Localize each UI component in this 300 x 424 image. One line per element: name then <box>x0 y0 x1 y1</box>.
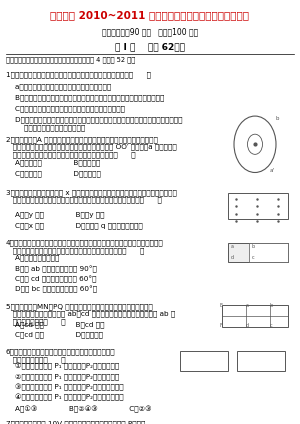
Bar <box>249 243 288 262</box>
Text: E: E <box>219 303 222 308</box>
Text: b: b <box>276 116 280 121</box>
Text: C．cd 左滑              D．无法确定: C．cd 左滑 D．无法确定 <box>6 332 103 338</box>
Text: A．cd 有流              B．cd 不动: A．cd 有流 B．cd 不动 <box>6 321 104 328</box>
Text: 4．如图所示，开始时矩形线圈与匀强磁场的方向面垂直，且一半在磁场内，一半
   在磁场外，对下列哪种运动不能使线圈中产生感应电流：（      ）: 4．如图所示，开始时矩形线圈与匀强磁场的方向面垂直，且一半在磁场内，一半 在磁场… <box>6 240 164 254</box>
Text: B．以 ab 边为轴转动（小于 90°）: B．以 ab 边为轴转动（小于 90°） <box>6 265 97 273</box>
Text: C．电场线是一族不闭合曲线，而磁感线是一族闭合曲线: C．电场线是一族不闭合曲线，而磁感线是一族闭合曲线 <box>6 106 125 112</box>
Text: B．磁场中两条磁场线，一定不相交，但在复杂电场中的电场线是可以相交的: B．磁场中两条磁场线，一定不相交，但在复杂电场中的电场线是可以相交的 <box>6 94 164 101</box>
Text: A．①③              B．②④③              C．②③: A．①③ B．②④③ C．②③ <box>6 405 152 413</box>
Text: C．水平向左              D．水平向外: C．水平向左 D．水平向外 <box>6 171 101 178</box>
Bar <box>228 193 288 219</box>
Text: 1．下列关于静电场的电场线和磁场线描述的说法中，正确的是（      ）: 1．下列关于静电场的电场线和磁场线描述的说法中，正确的是（ ） <box>6 72 151 78</box>
Text: ③断开开关时，灯 P₁ 立刻熄灭，P₂缓慢一会儿熄灭: ③断开开关时，灯 P₁ 立刻熄灭，P₂缓慢一会儿熄灭 <box>6 384 124 391</box>
Bar <box>237 351 285 371</box>
Text: 6．右图中两个电路是研究自感现象的电路，对实验结果
   的描述正确的是（      ）: 6．右图中两个电路是研究自感现象的电路，对实验结果 的描述正确的是（ ） <box>6 349 116 363</box>
Text: a: a <box>246 303 249 308</box>
Text: b: b <box>270 303 273 308</box>
Text: ①接通开关时，灯 P₁ 立刻亮灯，P₂缓慢一会儿亮: ①接通开关时，灯 P₁ 立刻亮灯，P₂缓慢一会儿亮 <box>6 363 119 370</box>
Text: A．线圈向左走出磁场: A．线圈向左走出磁场 <box>6 255 59 261</box>
Text: 第 I 卷    （共 62分）: 第 I 卷 （共 62分） <box>115 42 185 51</box>
Text: d: d <box>246 323 249 328</box>
Text: A．＋y 方向              B．－y 方向: A．＋y 方向 B．－y 方向 <box>6 211 104 218</box>
Text: D．以 bc 边为轴转动（小于 60°）: D．以 bc 边为轴转动（小于 60°） <box>6 286 97 293</box>
Bar <box>228 243 288 262</box>
Text: c: c <box>252 255 255 260</box>
Text: 7．一个电热器接在 10V 的直流电路上时，消耗的功率是 P，为此: 7．一个电热器接在 10V 的直流电路上时，消耗的功率是 P，为此 <box>6 421 146 424</box>
Text: ②接通开关时，灯 P₁ 立刻亮灯，P₂缓慢一会儿亮: ②接通开关时，灯 P₁ 立刻亮灯，P₂缓慢一会儿亮 <box>6 373 119 380</box>
Bar <box>180 351 228 371</box>
Text: b: b <box>252 244 255 249</box>
Text: d: d <box>231 255 234 260</box>
Text: 龙岩一中 2010~2011 学年第二学段模块考试高二物理试卷: 龙岩一中 2010~2011 学年第二学段模块考试高二物理试卷 <box>50 10 250 20</box>
Text: a': a' <box>270 168 275 173</box>
Text: c: c <box>270 323 273 328</box>
Text: C．以 cd 边为轴转动（小于 60°）: C．以 cd 边为轴转动（小于 60°） <box>6 276 97 283</box>
Text: a: a <box>231 244 234 249</box>
Text: D．电场线越密的地方，同一试探电荷所受的电场力越大；磁感线分布较密的地方，同
        一试探电荷所受的磁场力也越大: D．电场线越密的地方，同一试探电荷所受的电场力越大；磁感线分布较密的地方，同 一… <box>6 117 182 131</box>
Text: F: F <box>219 323 222 328</box>
Text: a．电场线和磁场线在某些情况下可以是封闭曲线: a．电场线和磁场线在某些情况下可以是封闭曲线 <box>6 83 111 89</box>
Text: （考试时间：90 分钟   满分：100 分）: （考试时间：90 分钟 满分：100 分） <box>102 27 198 36</box>
Text: 3．如图所示，一带电粒子沿 x 轴正方向射入一个垂直纸面向里的匀强磁场中，若要使
   该粒子所受合外力为零（重力不计），应施加的匀强电场的方向是（      : 3．如图所示，一带电粒子沿 x 轴正方向射入一个垂直纸面向里的匀强磁场中，若要使… <box>6 189 177 203</box>
Text: 一、单项选择题（每题只有一个正确答案，每小题 4 分，共 52 分）: 一、单项选择题（每题只有一个正确答案，每小题 4 分，共 52 分） <box>6 56 135 63</box>
Text: 2．如图所示，A 为一水平面持的圆线圈，带有大量均匀分布的负电荷，在圆
   形正上方水平放置一通有直导线，为圆线在连接中轴 OO′ 轴动时，a 电荷方向指
 : 2．如图所示，A 为一水平面持的圆线圈，带有大量均匀分布的负电荷，在圆 形正上方… <box>6 136 177 158</box>
Text: A．竖直向上              B．竖直向下: A．竖直向上 B．竖直向下 <box>6 159 100 166</box>
Text: 5．如图所示，MN、PQ 为同一水平面的两平行光滑导轨，导轨间存在
   垂于导轨平面的磁场，导体 ab、cd 与导轨有良好的接触并能滑动，为 ab 运
   : 5．如图所示，MN、PQ 为同一水平面的两平行光滑导轨，导轨间存在 垂于导轨平面… <box>6 303 175 325</box>
Text: C．－x 方向              D．因不知 q 的正负，无法确定: C．－x 方向 D．因不知 q 的正负，无法确定 <box>6 223 143 229</box>
Bar <box>222 305 288 327</box>
Text: ④断开开关时，灯 P₁ 立刻熄灭，P₂缓慢一会儿熄灭: ④断开开关时，灯 P₁ 立刻熄灭，P₂缓慢一会儿熄灭 <box>6 394 124 402</box>
